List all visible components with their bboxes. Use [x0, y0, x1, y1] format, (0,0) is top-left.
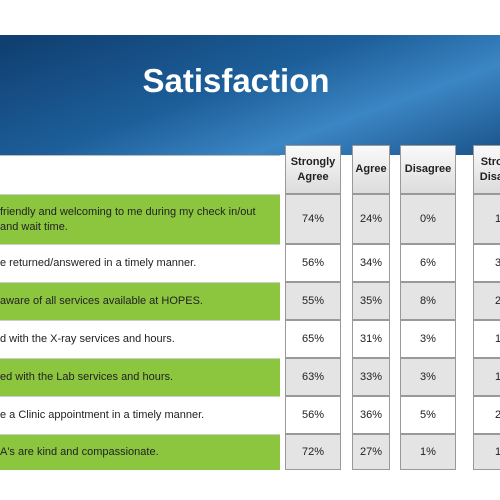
slide-title: Satisfaction — [142, 62, 330, 99]
value-cell: 3% — [400, 320, 456, 358]
value-cell: 1% — [400, 434, 456, 470]
row-label: e returned/answered in a timely manner. — [0, 244, 280, 282]
row-label: friendly and welcoming to me during my c… — [0, 194, 280, 244]
value-cell: 6% — [400, 244, 456, 282]
column-header: Strongly Agree — [285, 145, 341, 194]
value-cell: 2% — [473, 396, 500, 434]
value-cell: 36% — [352, 396, 390, 434]
banner — [0, 35, 500, 155]
value-cell: 8% — [400, 282, 456, 320]
value-cell: 63% — [285, 358, 341, 396]
value-cell: 31% — [352, 320, 390, 358]
value-cell: 5% — [400, 396, 456, 434]
value-cell: 0% — [400, 194, 456, 244]
row-label: A's are kind and compassionate. — [0, 434, 280, 470]
value-cell: 2% — [473, 282, 500, 320]
row-label: aware of all services available at HOPES… — [0, 282, 280, 320]
column-header: Agree — [352, 145, 390, 194]
value-cell: 74% — [285, 194, 341, 244]
value-cell: 35% — [352, 282, 390, 320]
value-cell: 34% — [352, 244, 390, 282]
value-cell: 3% — [400, 358, 456, 396]
row-label: e a Clinic appointment in a timely manne… — [0, 396, 280, 434]
value-cell: 56% — [285, 244, 341, 282]
value-cell: 55% — [285, 282, 341, 320]
value-cell: 3% — [473, 244, 500, 282]
value-cell: 72% — [285, 434, 341, 470]
value-cell: 27% — [352, 434, 390, 470]
value-cell: 1% — [473, 320, 500, 358]
value-cell: 33% — [352, 358, 390, 396]
value-cell: 24% — [352, 194, 390, 244]
value-cell: 56% — [285, 396, 341, 434]
row-label: d with the X-ray services and hours. — [0, 320, 280, 358]
value-cell: 65% — [285, 320, 341, 358]
column-header: Disagree — [400, 145, 456, 194]
header-rule — [0, 155, 280, 156]
value-cell: 1% — [473, 358, 500, 396]
column-header: Strongly Disagree — [473, 145, 500, 194]
row-label: ed with the Lab services and hours. — [0, 358, 280, 396]
value-cell: 1% — [473, 434, 500, 470]
value-cell: 1% — [473, 194, 500, 244]
